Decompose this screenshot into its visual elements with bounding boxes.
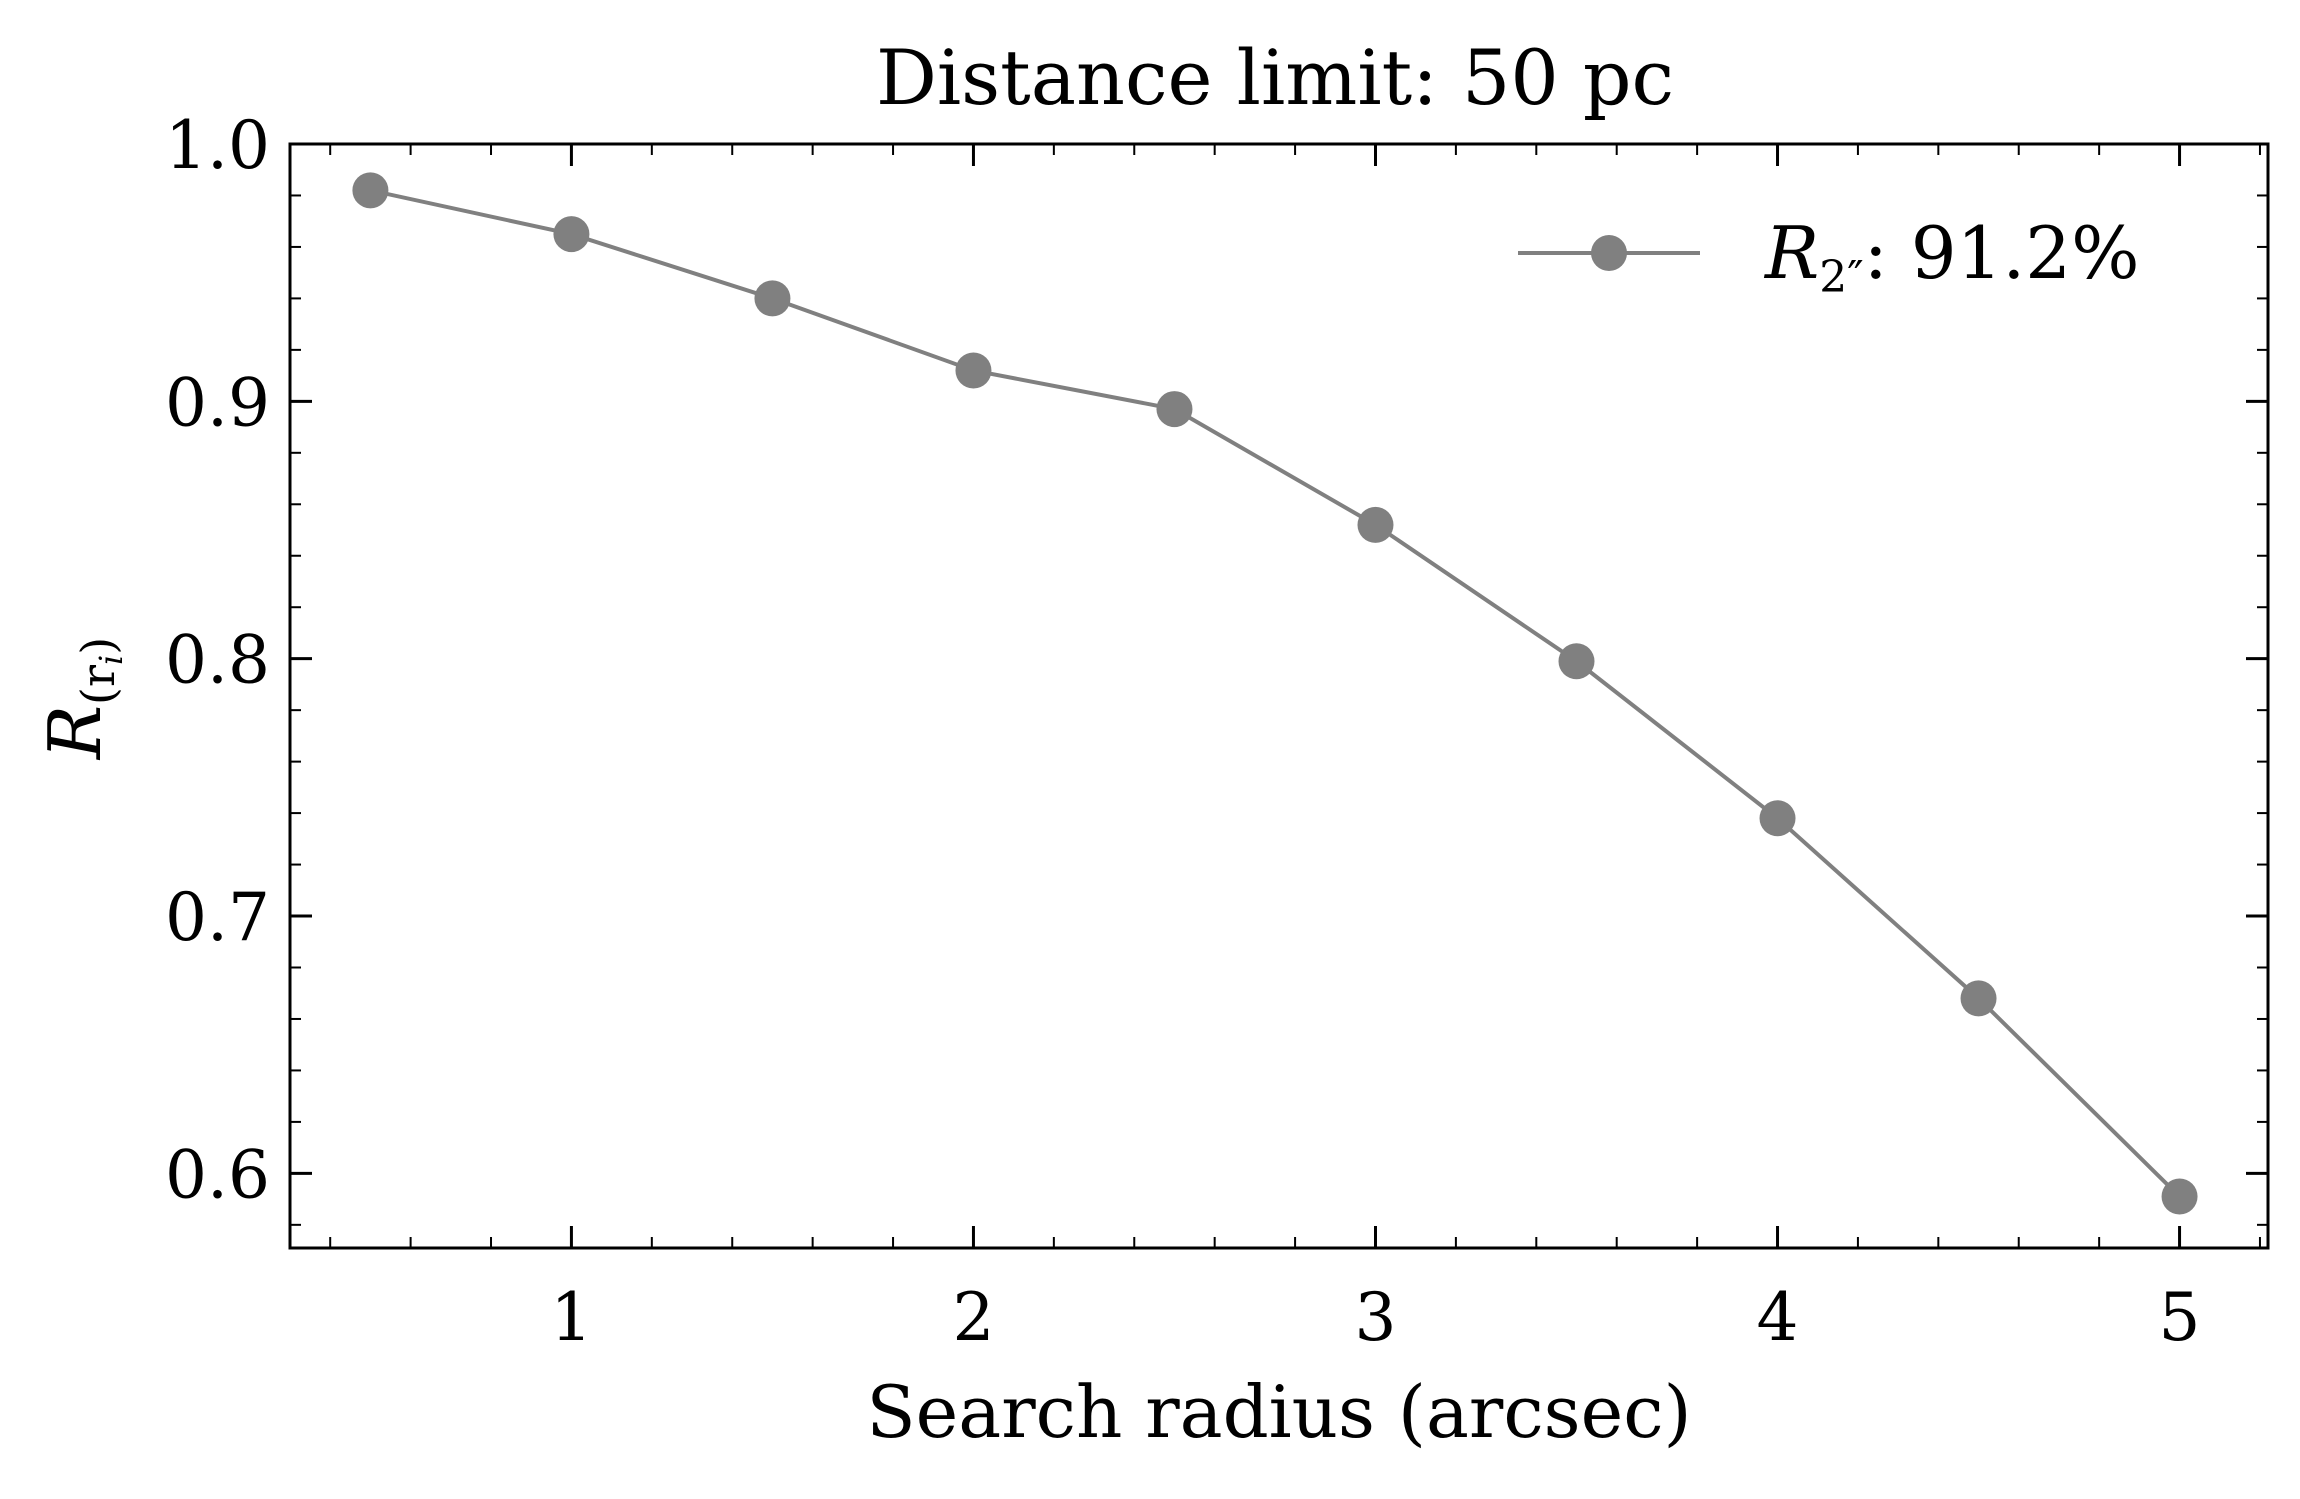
data-point (754, 280, 791, 317)
y-axis-subscript-close: ) (71, 637, 125, 655)
y-tick-label: 0.8 (165, 622, 270, 699)
y-axis-subsubscript: i (92, 655, 130, 665)
series-line (369, 188, 2181, 1198)
tick-labels: 1 2 3 4 5 0.6 0.7 0.8 0.9 1.0 (165, 107, 2201, 1356)
x-tick-label: 1 (550, 1279, 592, 1356)
y-axis-subscript: (r (71, 665, 125, 705)
y-tick-label: 0.6 (165, 1136, 270, 1213)
y-axis-symbol: R (33, 705, 117, 761)
y-axis-title: R(ri) (33, 637, 130, 761)
legend: R2″: 91.2% (1518, 211, 2140, 303)
y-tick-label: 0.9 (165, 364, 270, 441)
data-point (1357, 506, 1394, 543)
plot-frame (288, 142, 2270, 1250)
series-layer (352, 172, 2198, 1215)
data-point (553, 216, 590, 253)
legend-symbol: R (1763, 211, 1819, 295)
data-point (2161, 1178, 2198, 1215)
data-point (955, 352, 992, 389)
data-point (1558, 643, 1595, 680)
x-tick-label: 4 (1757, 1279, 1799, 1356)
legend-suffix: : 91.2% (1864, 211, 2140, 295)
x-axis-title: Search radius (arcsec) (866, 1370, 1691, 1454)
legend-label: R2″: 91.2% (1763, 211, 2140, 303)
x-tick-label: 2 (952, 1279, 994, 1356)
data-point (352, 172, 389, 209)
y-tick-label: 0.7 (165, 879, 270, 956)
legend-subscript: 2″ (1819, 252, 1863, 303)
data-point (1960, 980, 1997, 1017)
x-tick-label: 5 (2159, 1279, 2201, 1356)
plot-area: 1 2 3 4 5 0.6 0.7 0.8 0.9 1.0 (165, 107, 2270, 1356)
chart-title: Distance limit: 50 pc (876, 33, 1674, 122)
y-tick-label: 1.0 (165, 107, 270, 184)
data-point (1759, 800, 1796, 837)
x-tick-label: 3 (1354, 1279, 1396, 1356)
data-point (1156, 391, 1193, 428)
legend-marker (1591, 235, 1627, 271)
tick-marks (290, 142, 2268, 1248)
